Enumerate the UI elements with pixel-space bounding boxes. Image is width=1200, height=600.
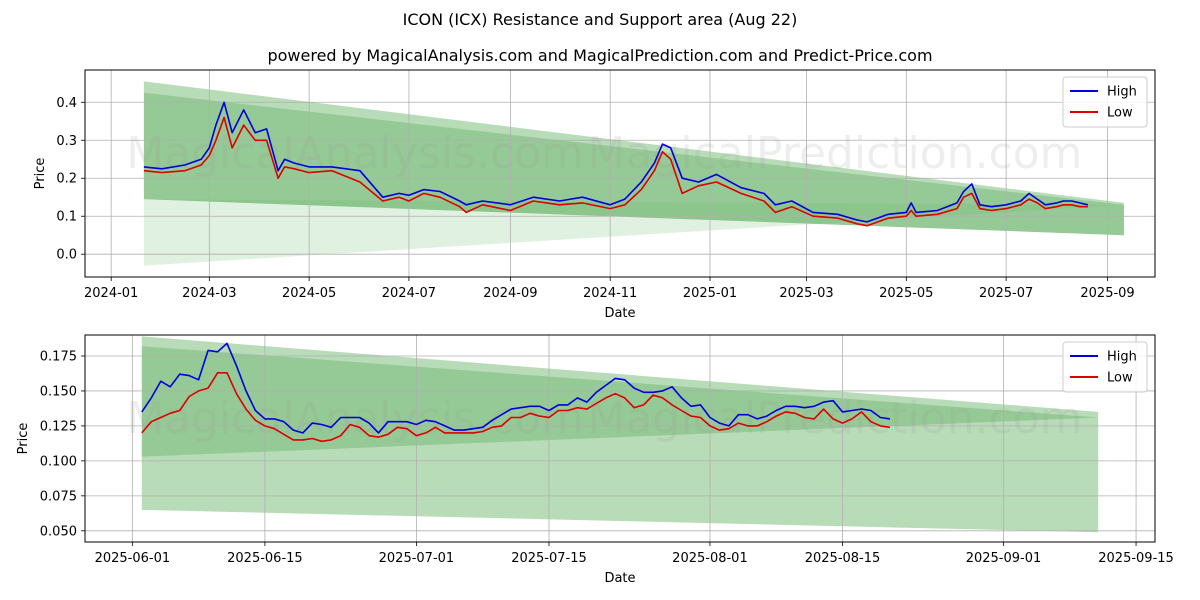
- x-tick-label: 2025-08-01: [672, 551, 748, 566]
- x-tick-label: 2024-09: [483, 286, 537, 301]
- watermark-text: MagicalPrediction.com: [588, 393, 1083, 444]
- x-tick-label: 2025-07: [979, 286, 1033, 301]
- x-tick-label: 2025-05: [879, 286, 933, 301]
- chart-legend: High Low: [1062, 76, 1148, 128]
- y-tick-label: 0.175: [40, 349, 77, 364]
- plot-frame: [84, 69, 1156, 278]
- series-line-low: [143, 116, 1088, 227]
- watermark-text: MagicalPrediction.com: [588, 128, 1083, 179]
- y-tick-label: 0.125: [40, 419, 77, 434]
- series-line-high: [141, 342, 891, 434]
- y-tick-label: 0.2: [56, 172, 77, 187]
- legend-label-low: Low: [1107, 106, 1133, 121]
- x-tick-label: 2025-07-15: [511, 551, 587, 566]
- y-tick-label: 0.4: [56, 96, 77, 111]
- watermark-text: MagicalAnalysis.com: [126, 128, 584, 179]
- legend-label-high: High: [1107, 85, 1137, 100]
- chart-subtitle: powered by MagicalAnalysis.com and Magic…: [267, 46, 933, 65]
- x-axis-label: Date: [604, 571, 635, 586]
- x-tick-label: 2025-06-15: [227, 551, 303, 566]
- x-tick-label: 2024-05: [282, 286, 336, 301]
- y-tick-label: 0.150: [40, 384, 77, 399]
- chart-legend: High Low: [1062, 341, 1148, 393]
- x-tick-label: 2025-03: [779, 286, 833, 301]
- y-tick-label: 0.075: [40, 489, 77, 504]
- x-tick-label: 2025-09-01: [966, 551, 1042, 566]
- y-axis-label: Price: [33, 158, 48, 190]
- x-tick-label: 2025-06-01: [95, 551, 171, 566]
- y-tick-label: 0.0: [56, 248, 77, 263]
- chart-panel-top: 2024-01 2024-03 2024-05 2024-07 2024-09 2024-…: [33, 69, 1156, 321]
- plot-frame: [84, 334, 1156, 543]
- y-tick-label: 0.1: [56, 210, 77, 225]
- chart-title: ICON (ICX) Resistance and Support area (…: [402, 10, 798, 29]
- legend-label-high: High: [1107, 350, 1137, 365]
- x-axis-label: Date: [604, 306, 635, 321]
- legend-box: [1062, 76, 1148, 128]
- x-tick-label: 2024-07: [382, 286, 436, 301]
- y-tick-label: 0.050: [40, 524, 77, 539]
- y-axis-label: Price: [16, 423, 31, 455]
- x-tick-label: 2025-07-01: [379, 551, 455, 566]
- x-tick-label: 2024-11: [583, 286, 637, 301]
- x-tick-label: 2025-01: [683, 286, 737, 301]
- y-tick-label: 0.100: [40, 454, 77, 469]
- x-tick-label: 2025-09: [1080, 286, 1134, 301]
- series-line-high: [143, 101, 1089, 223]
- x-tick-label: 2024-01: [84, 286, 138, 301]
- legend-box: [1062, 341, 1148, 393]
- x-tick-label: 2025-09-15: [1098, 551, 1174, 566]
- legend-label-low: Low: [1107, 371, 1133, 386]
- x-tick-label: 2024-03: [182, 286, 236, 301]
- chart-panel-bottom: 2025-06-01 2025-06-15 2025-07-01 2025-07-15…: [16, 334, 1174, 586]
- series-line-low: [141, 372, 891, 443]
- x-tick-label: 2025-08-15: [805, 551, 881, 566]
- y-tick-label: 0.3: [56, 134, 77, 149]
